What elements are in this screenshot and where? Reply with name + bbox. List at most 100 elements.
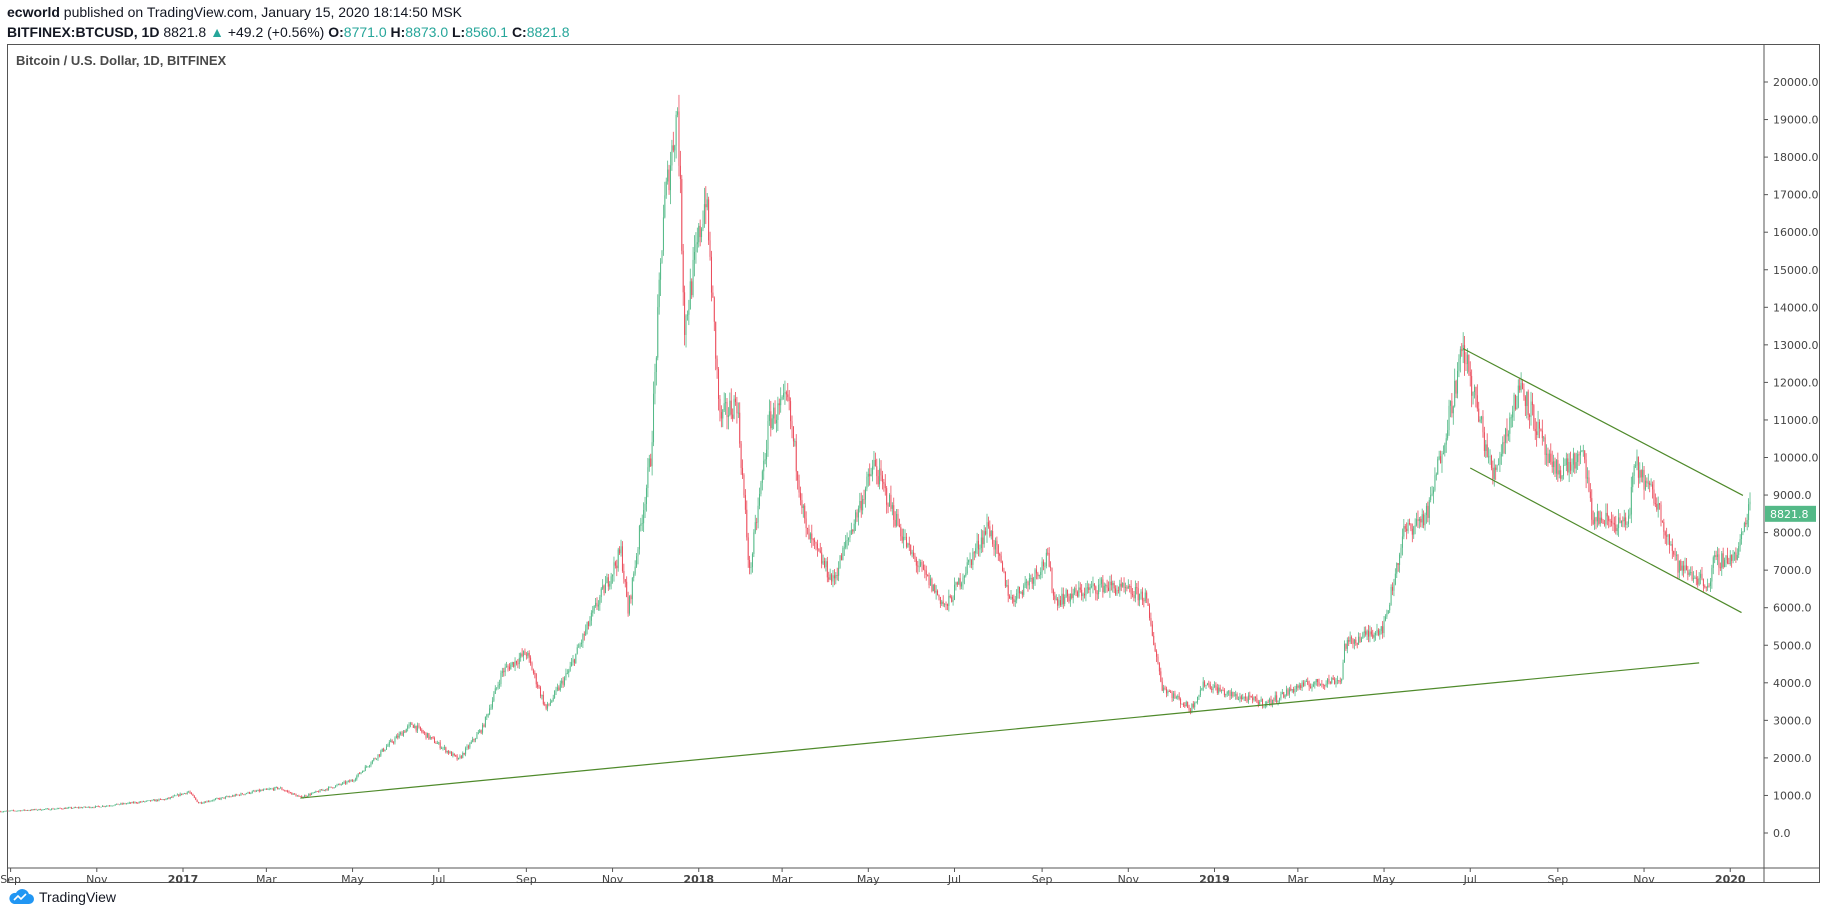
candle-body [226, 796, 228, 798]
candle-body [929, 578, 931, 586]
candle-body [596, 602, 598, 607]
candle-body [1618, 517, 1620, 529]
chart-frame[interactable] [7, 44, 1820, 883]
candle-body [243, 794, 245, 796]
candle-body [183, 793, 185, 794]
candle-body [155, 799, 157, 802]
candle-body [86, 807, 88, 808]
candle-body [1496, 464, 1498, 470]
candle-body [415, 725, 417, 731]
tradingview-logo[interactable]: TradingView [8, 889, 116, 905]
x-tick-label: 2017 [168, 873, 199, 886]
candle-body [1568, 462, 1570, 473]
candle-body [1139, 593, 1141, 601]
x-tick-label: Sep [0, 873, 21, 886]
candle-body [1445, 438, 1447, 445]
candle-body [1363, 631, 1365, 633]
candle-body [715, 321, 717, 359]
candle-body [138, 801, 140, 804]
author[interactable]: ecworld [7, 4, 60, 20]
candle-body [1387, 610, 1389, 614]
candle-body [953, 584, 955, 600]
candle-body [824, 560, 826, 568]
candle-body [1004, 571, 1006, 587]
candle-body [604, 582, 606, 594]
candle-body [1174, 693, 1176, 698]
candle-body [1355, 639, 1357, 643]
candle-body [821, 552, 823, 564]
candle-body [330, 786, 332, 788]
candle-body [1466, 354, 1468, 364]
candle-body [1465, 363, 1467, 365]
candle-body [431, 737, 433, 738]
candle-body [589, 620, 591, 626]
candle-body [565, 673, 567, 678]
candle-body [511, 662, 513, 665]
candle-body [80, 807, 82, 809]
candle-body [1725, 555, 1727, 560]
candle-body [1243, 696, 1245, 698]
candle-body [452, 753, 454, 756]
candle-body [295, 794, 297, 797]
candle-body [660, 262, 662, 280]
candle-body [114, 804, 116, 806]
candle-body [99, 806, 101, 808]
candle-body [332, 787, 334, 789]
candle-body [200, 802, 202, 804]
candle-body [287, 791, 289, 792]
candle-body [1471, 375, 1473, 396]
candle-body [958, 578, 960, 585]
candle-body [27, 810, 29, 811]
candle-body [542, 694, 544, 704]
candle-body [846, 540, 848, 541]
candle-body [1408, 523, 1410, 525]
candle-body [1406, 528, 1408, 531]
candle-body [1717, 554, 1719, 557]
candle-body [1498, 464, 1500, 466]
candle-body [879, 468, 881, 485]
candle-body [549, 702, 551, 705]
candle-body [363, 771, 365, 772]
candle-body [181, 793, 183, 795]
candle-body [525, 654, 527, 656]
candle-body [985, 531, 987, 535]
candle-body [472, 738, 474, 742]
candle-body [613, 562, 615, 575]
candle-body [1, 811, 3, 813]
candle-body [667, 169, 669, 182]
candle-body [999, 553, 1001, 556]
candle-body [1235, 694, 1237, 696]
candle-body [1295, 685, 1297, 689]
candle-body [1697, 578, 1699, 585]
candle-body [1288, 688, 1290, 695]
candle-body [1257, 701, 1259, 705]
candle-body [523, 651, 525, 656]
candle-body [647, 467, 649, 488]
trendline-support [300, 662, 1700, 799]
candle-body [1321, 683, 1323, 685]
candle-body [1038, 575, 1040, 577]
candle-body [1014, 600, 1016, 603]
candle-body [1516, 407, 1518, 410]
candle-body [1681, 565, 1683, 571]
candle-body [1359, 636, 1361, 643]
candle-body [829, 574, 831, 580]
candle-body [282, 789, 284, 791]
candle-body [866, 476, 868, 489]
candle-body [1117, 590, 1119, 591]
candle-body [168, 797, 170, 799]
candle-body [390, 740, 392, 742]
candle-body [1595, 517, 1597, 522]
cloud-icon [9, 889, 34, 904]
candle-body [1312, 684, 1314, 687]
candle-body [925, 570, 927, 575]
candle-body [491, 700, 493, 708]
candle-body [637, 549, 639, 557]
candle-body [1249, 695, 1251, 697]
candle-body [1375, 632, 1377, 636]
candle-body [1704, 585, 1706, 587]
candle-body [1158, 663, 1160, 672]
candle-body [1188, 707, 1190, 710]
candle-body [8, 810, 10, 812]
